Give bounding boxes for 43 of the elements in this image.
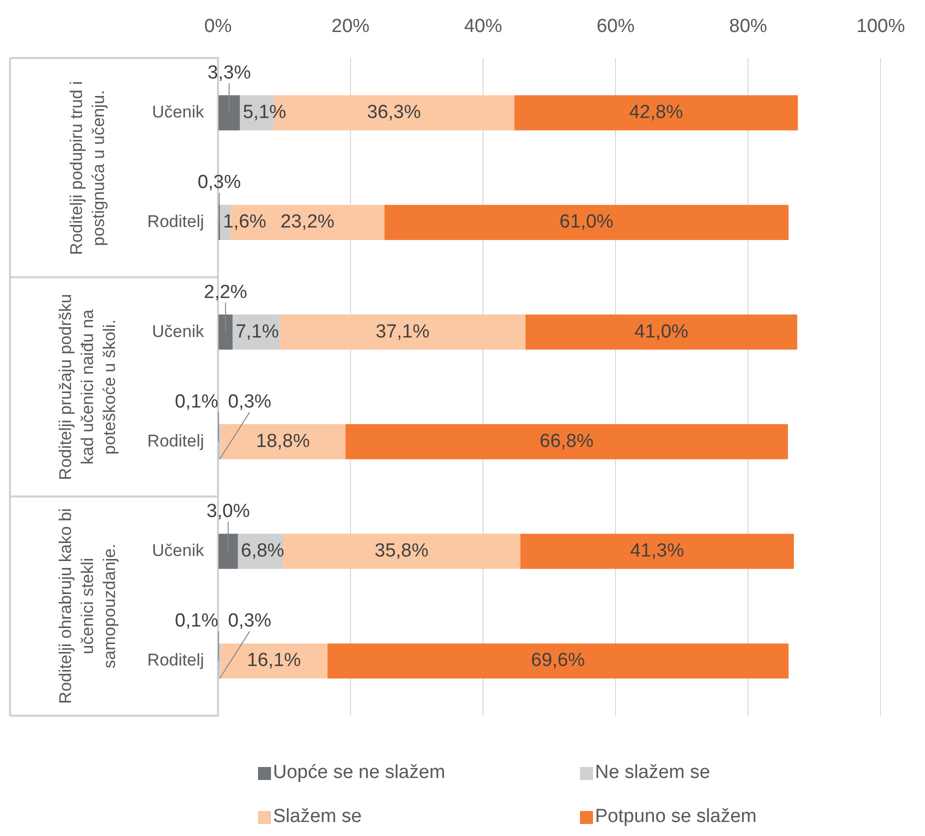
data-label: 35,8% bbox=[374, 540, 429, 562]
data-label: 0,1% bbox=[174, 391, 218, 412]
data-label: 3,3% bbox=[208, 62, 251, 84]
data-label: 16,1% bbox=[247, 650, 302, 672]
x-tick-label: 20% bbox=[332, 16, 370, 37]
data-label: 42,8% bbox=[629, 102, 684, 124]
text: Roditelji podupiru trud i postignuća u učenju. bbox=[66, 80, 109, 257]
x-tick-label: 100% bbox=[856, 16, 906, 37]
x-tick-label: 0% bbox=[204, 16, 232, 37]
data-label: 36,3% bbox=[367, 102, 421, 124]
data-label: 2,2% bbox=[204, 282, 248, 303]
data-label: 1,6% bbox=[222, 212, 266, 233]
data-label: 41,3% bbox=[630, 540, 684, 562]
data-label: 0,3% bbox=[228, 391, 272, 412]
data-label: 23,2% bbox=[280, 212, 335, 233]
data-label: 69,6% bbox=[531, 650, 586, 672]
legend-label: Uopće se ne slažem bbox=[273, 762, 446, 784]
y-tick-label: Učenik bbox=[152, 322, 204, 341]
data-label: 6,8% bbox=[240, 540, 284, 562]
x-tick-label: 60% bbox=[596, 16, 635, 37]
legend-label: Ne slažem se bbox=[595, 762, 710, 784]
y-tick-label: Roditelj bbox=[147, 212, 204, 232]
legend-label: Slažem se bbox=[273, 806, 362, 828]
data-label: 66,8% bbox=[540, 430, 594, 452]
data-label: 18,8% bbox=[256, 430, 310, 452]
data-label: 61,0% bbox=[560, 212, 614, 233]
data-label: 0,3% bbox=[228, 610, 272, 632]
y-tick-label: Učenik bbox=[152, 102, 204, 122]
data-label: 41,0% bbox=[634, 321, 688, 342]
data-label: 3,0% bbox=[206, 501, 250, 522]
y-tick-label: Roditelj bbox=[147, 650, 204, 670]
x-tick-label: 80% bbox=[729, 16, 768, 37]
legend-label: Potpuno se slažem bbox=[595, 806, 757, 828]
text: Roditelji pružaju podršku kad učenici naiđu na poteškoće u školi. bbox=[55, 292, 120, 482]
data-label: 7,1% bbox=[236, 321, 279, 342]
data-label: 0,3% bbox=[198, 172, 241, 194]
data-label: 37,1% bbox=[376, 321, 430, 342]
data-label: 5,1% bbox=[242, 102, 286, 124]
y-tick-label: Učenik bbox=[152, 541, 204, 560]
text: Roditelji ohrabruju kako bi učenici stekli samopouzdanje. bbox=[55, 507, 120, 706]
y-tick-label: Roditelj bbox=[147, 431, 204, 450]
data-label: 0,1% bbox=[174, 610, 218, 632]
x-tick-label: 40% bbox=[464, 16, 502, 37]
